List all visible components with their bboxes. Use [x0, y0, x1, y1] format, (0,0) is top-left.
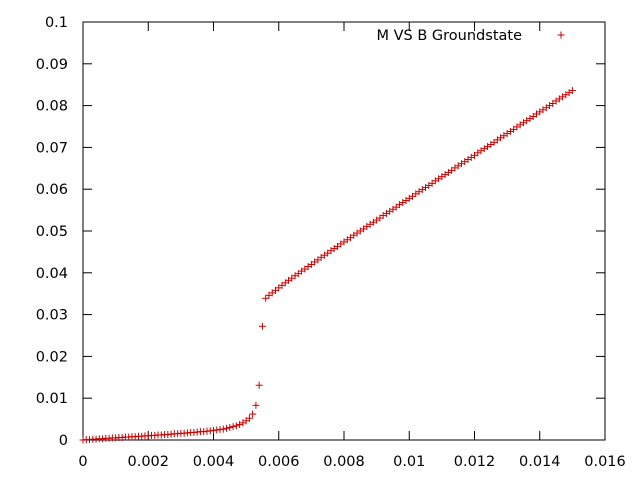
x-tick-label: 0.016	[584, 454, 626, 470]
x-tick-label: 0.008	[323, 454, 365, 470]
axis-tick-labels: 0 0.002 0.004 0.006 0.008 0.01 0.012 0.014 0.016…	[36, 15, 626, 470]
data-points	[79, 87, 576, 444]
legend-label: M VS B Groundstate	[377, 28, 523, 44]
data-point	[226, 423, 234, 431]
data-point	[219, 425, 227, 433]
y-tick-label: 0.01	[36, 391, 68, 407]
data-point	[568, 87, 576, 95]
legend-marker-plus	[557, 31, 565, 39]
plot-frame	[82, 21, 606, 441]
x-tick-label: 0.004	[193, 454, 235, 470]
x-tick-label: 0.01	[393, 454, 425, 470]
data-point	[223, 424, 231, 432]
x-tick-label: 0.014	[519, 454, 561, 470]
x-tick-label: 0	[78, 454, 87, 470]
x-tick-label: 0.002	[127, 454, 169, 470]
x-tick-label: 0.006	[258, 454, 300, 470]
y-tick-label: 0.04	[36, 266, 68, 282]
legend-marker	[557, 31, 565, 39]
data-point	[249, 410, 257, 418]
axis-ticks	[82, 21, 606, 441]
y-tick-label: 0.03	[36, 308, 68, 324]
data-point	[236, 421, 244, 429]
data-point	[245, 414, 253, 422]
y-tick-label: 0.09	[36, 57, 68, 73]
data-point	[229, 423, 237, 431]
data-point	[232, 422, 240, 430]
data-point	[258, 322, 266, 330]
x-tick-label: 0.012	[454, 454, 496, 470]
y-tick-label: 0.02	[36, 349, 68, 365]
data-point	[255, 381, 263, 389]
y-tick-label: 0.05	[36, 224, 68, 240]
y-tick-label: 0.08	[36, 99, 68, 115]
data-point	[252, 401, 260, 409]
y-tick-label: 0.06	[36, 182, 68, 198]
legend: M VS B Groundstate	[377, 28, 565, 44]
y-tick-label: 0.1	[45, 15, 68, 31]
y-tick-label: 0.07	[36, 140, 68, 156]
y-tick-label: 0	[59, 433, 68, 449]
data-point	[262, 294, 270, 302]
